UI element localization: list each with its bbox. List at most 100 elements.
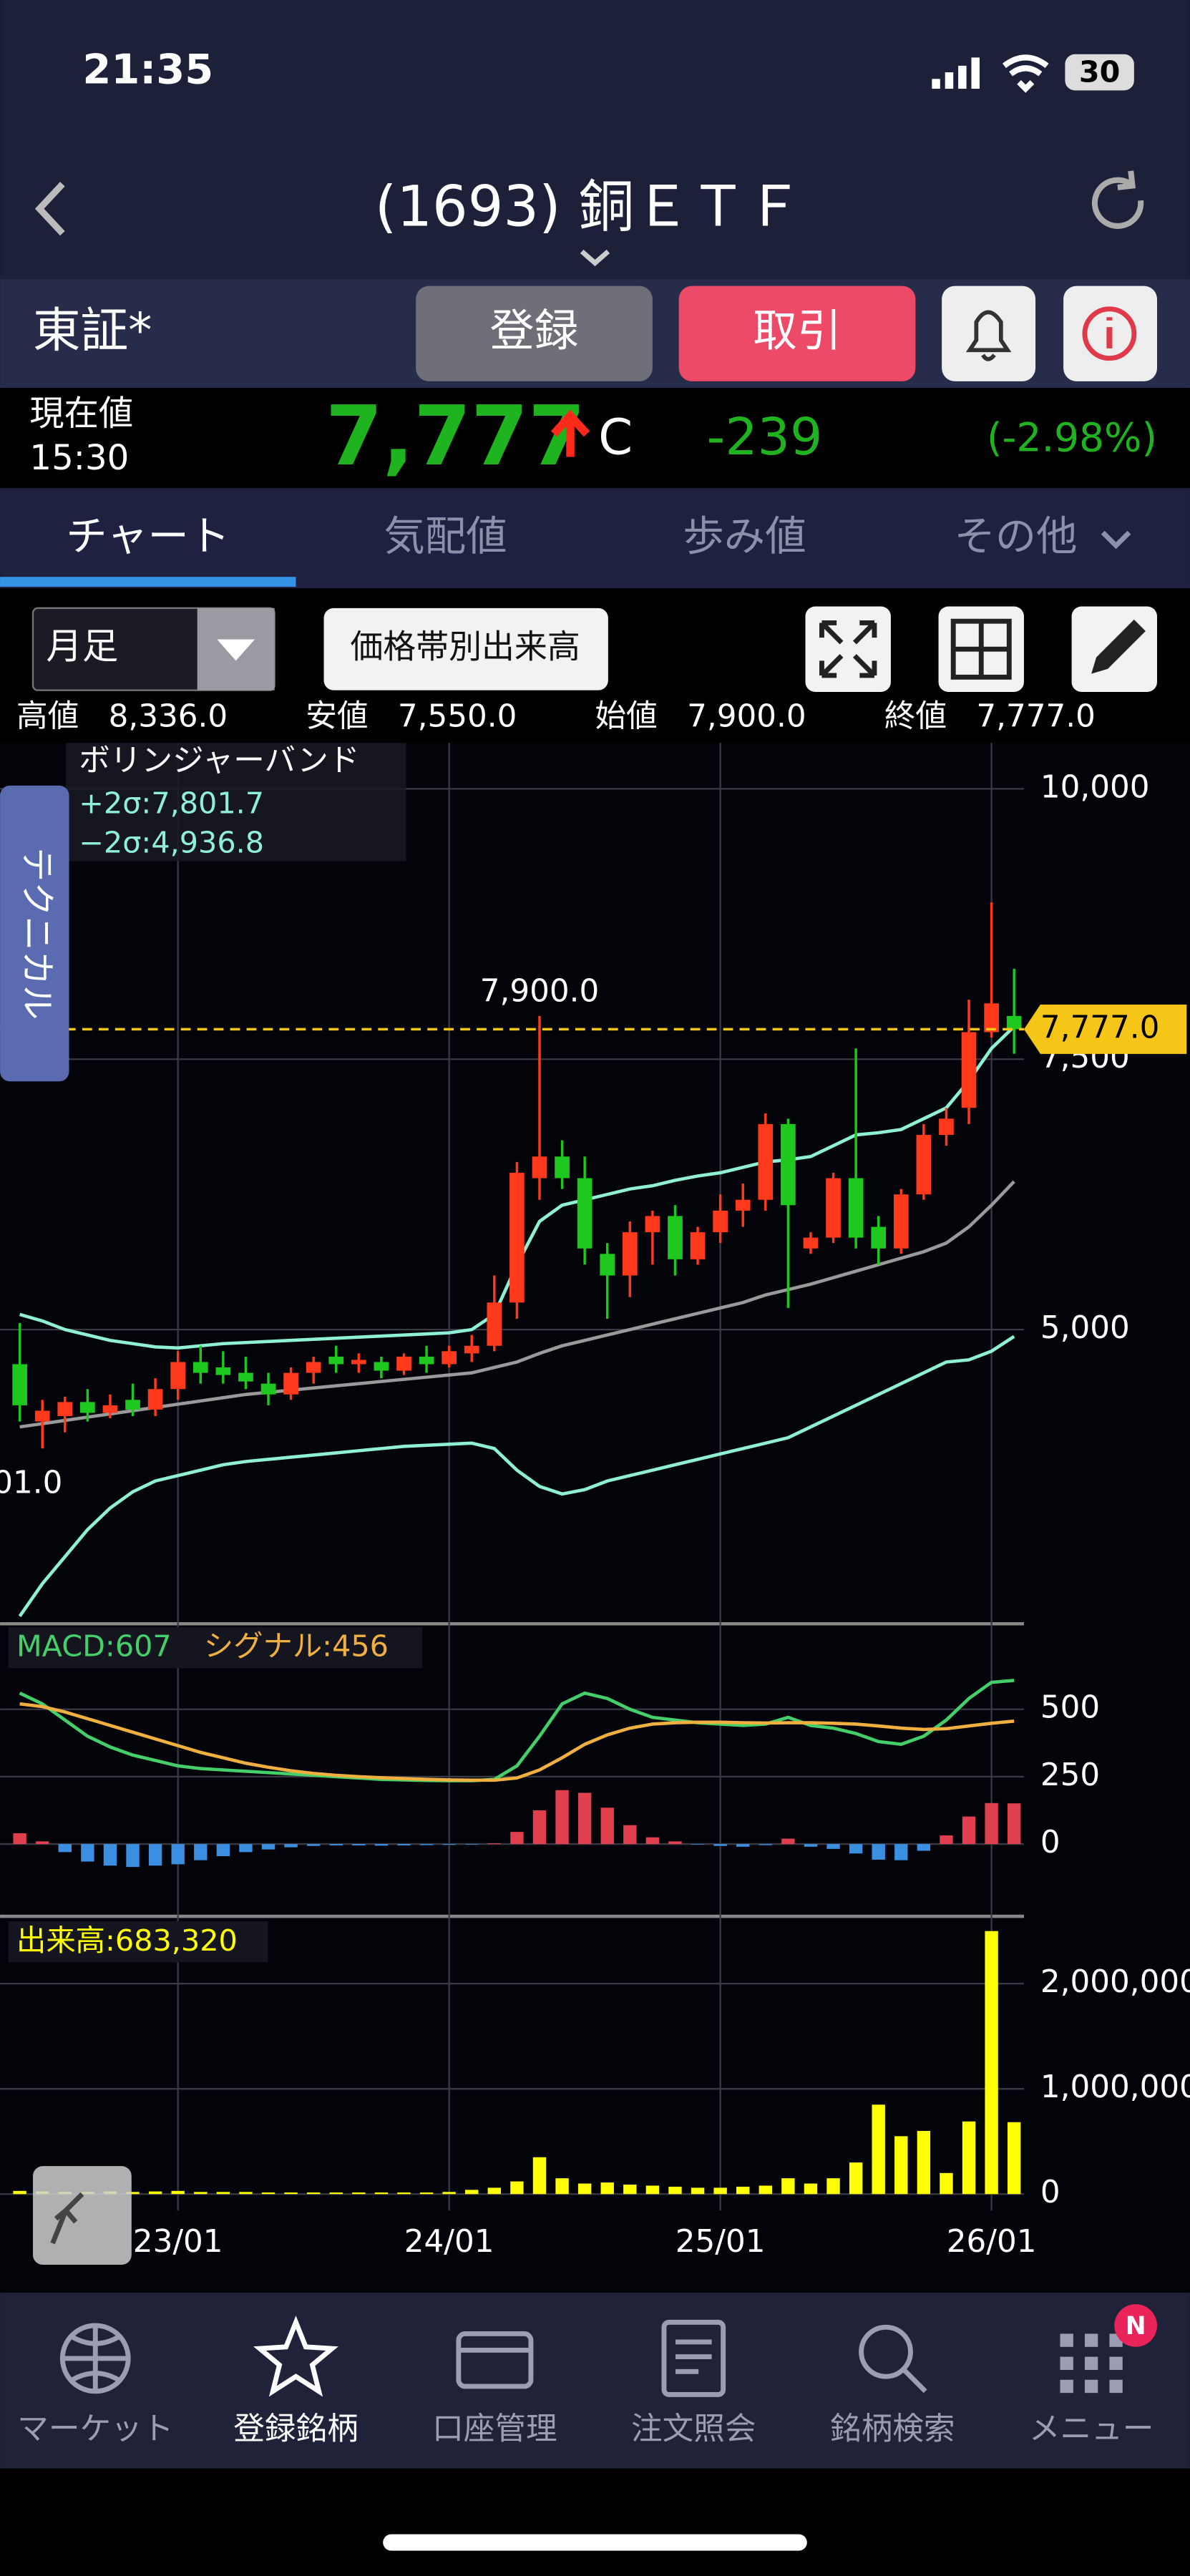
tab[interactable]: 気配値: [384, 512, 507, 560]
candle-body: [690, 1232, 706, 1259]
drawing-tool-button[interactable]: [32, 2166, 132, 2265]
ohlc-label: 終値: [884, 699, 947, 735]
trade-button[interactable]: [678, 286, 916, 381]
register-button[interactable]: [416, 286, 653, 381]
macd-histogram-bar: [736, 1844, 750, 1847]
candle-body: [442, 1351, 457, 1365]
volume-bar: [668, 2186, 682, 2195]
macd-histogram-bar: [577, 1792, 592, 1845]
macd-histogram-bar: [419, 1844, 434, 1845]
candle-body: [984, 1003, 999, 1033]
volume-bar: [623, 2184, 637, 2195]
candle-body: [306, 1362, 321, 1373]
volume-bar: [374, 2192, 389, 2195]
macd-histogram-bar: [103, 1844, 117, 1866]
nav-label[interactable]: メニュー: [1029, 2411, 1154, 2447]
battery-level: 30: [1079, 54, 1121, 89]
macd-histogram-bar: [81, 1844, 94, 1862]
page-title: (1693) 銅ＥＴＦ: [375, 175, 802, 239]
nav-labels: マーケット 登録銘柄 口座管理 注文照会 銘柄検索 メニュー: [17, 2411, 1154, 2447]
tab[interactable]: 歩み値: [683, 512, 806, 560]
price-change: -239: [707, 407, 823, 467]
bollinger-upper-label: +2σ:7,801.7: [79, 786, 264, 820]
macd-histogram-bar: [713, 1844, 727, 1846]
candle-body: [803, 1237, 819, 1249]
candle-body: [600, 1254, 615, 1276]
candle-body: [396, 1356, 411, 1371]
macd-legend: MACD:607: [16, 1629, 172, 1664]
volume-bar: [826, 2178, 840, 2195]
bollinger-lower: [18, 1335, 1015, 1617]
candle-body: [1006, 1015, 1022, 1030]
macd-histogram-bar: [284, 1844, 298, 1848]
last-price-tag: [1023, 1004, 1187, 1054]
refresh-button[interactable]: [1091, 170, 1144, 229]
macd-histogram-bar: [58, 1844, 72, 1853]
macd-histogram-bar: [826, 1844, 840, 1849]
menu-badge-label: N: [1126, 2312, 1146, 2341]
candle-body: [487, 1302, 502, 1346]
fullscreen-button[interactable]: [805, 606, 891, 692]
macd-histogram-bar: [1007, 1803, 1021, 1845]
clock: 21:35: [82, 46, 213, 94]
market-icon-lines: [62, 2325, 129, 2391]
volume-bar: [736, 2186, 750, 2195]
active-tab-indicator: [0, 577, 296, 587]
candle-body: [238, 1372, 253, 1382]
macd-histogram-bar: [306, 1844, 321, 1846]
macd-histogram-bar: [691, 1844, 705, 1845]
fullscreen-icon: [819, 620, 877, 678]
dropdown-triangle: [217, 639, 255, 661]
macd-histogram-bar: [216, 1844, 230, 1857]
y-tick-label: 500: [1040, 1690, 1100, 1726]
macd-histogram-bar: [555, 1790, 569, 1845]
exchange: 東証*: [33, 302, 152, 358]
tab[interactable]: その他: [954, 512, 1077, 560]
volume-bar: [759, 2185, 772, 2195]
volume-bar: [600, 2182, 614, 2195]
nav-icons: [59, 2316, 927, 2397]
quote-label: 現在値: [29, 394, 133, 434]
alert-button[interactable]: [942, 286, 1036, 381]
nav-label[interactable]: 注文照会: [631, 2411, 756, 2447]
candle-body: [260, 1383, 276, 1395]
candle-body: [192, 1362, 208, 1373]
candle-body: [713, 1210, 728, 1233]
volume-bar: [849, 2162, 863, 2195]
volume-profile-button[interactable]: [323, 608, 608, 691]
volume-bar: [306, 2192, 321, 2195]
macd-histogram-bar: [623, 1825, 637, 1845]
last-price-label: 7,777.0: [1040, 1010, 1160, 1045]
y-tick-label: 0: [1040, 2175, 1060, 2210]
title-dropdown[interactable]: [580, 249, 610, 267]
candle-body: [328, 1356, 344, 1365]
candle-body: [916, 1135, 932, 1195]
candle-body: [758, 1123, 774, 1200]
volume-profile-label: 価格帯別出来高: [350, 628, 580, 666]
drawing-tool-icon: [50, 2192, 84, 2245]
watchlist-icon: [253, 2316, 338, 2397]
macd-histogram-bar: [940, 1835, 953, 1845]
layout-icon: [950, 618, 1012, 680]
nav-label[interactable]: 銘柄検索: [830, 2411, 955, 2447]
ohlc-value: 8,336.0: [109, 699, 228, 735]
back-button[interactable]: [34, 182, 65, 236]
nav-label[interactable]: 登録銘柄: [233, 2411, 359, 2447]
wifi-icon: [1002, 54, 1049, 93]
header-bg: [0, 0, 1190, 280]
macd-histogram-bar: [36, 1841, 49, 1845]
nav-label[interactable]: 口座管理: [432, 2411, 557, 2447]
ohlc-row: 高値 8,336.0 安値 7,550.0 始値 7,900.0 終値 7,777.0: [16, 699, 1096, 735]
macd-histogram-bar: [261, 1844, 275, 1850]
nav-label[interactable]: マーケット: [17, 2411, 173, 2447]
volume-bar: [487, 2187, 502, 2195]
x-tick-label: 26/01: [947, 2224, 1037, 2260]
candle-body: [848, 1178, 864, 1238]
technical-tab[interactable]: [0, 785, 69, 1082]
candle-body: [555, 1156, 570, 1179]
high-annotation: 7,900.0: [480, 974, 600, 1010]
tab[interactable]: チャート: [66, 512, 230, 560]
candle-body: [215, 1367, 231, 1375]
volume-bar: [13, 2190, 26, 2195]
